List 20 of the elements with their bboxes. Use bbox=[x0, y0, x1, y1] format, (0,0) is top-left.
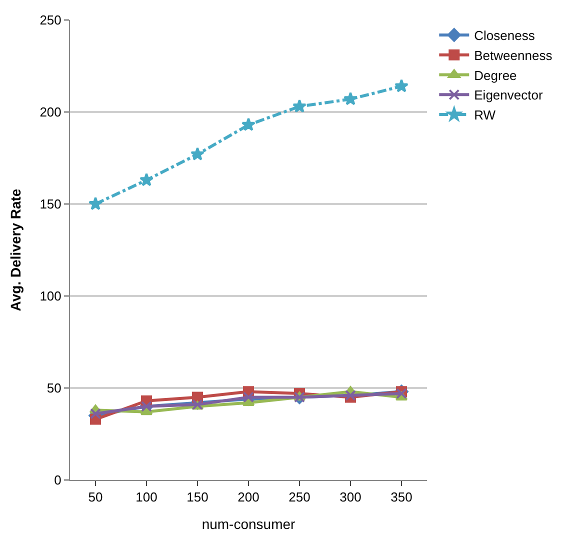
legend-label: RW bbox=[474, 108, 496, 123]
x-tick-label: 100 bbox=[136, 490, 158, 505]
legend-label: Degree bbox=[474, 68, 517, 83]
legend-label: Closeness bbox=[474, 28, 536, 44]
x-tick-label: 50 bbox=[88, 490, 103, 505]
y-tick-label: 100 bbox=[40, 288, 62, 304]
x-tick-label: 250 bbox=[288, 490, 310, 505]
x-tick-label: 350 bbox=[390, 490, 412, 505]
x-tick-label: 200 bbox=[238, 490, 260, 505]
y-tick-label: 0 bbox=[54, 472, 62, 488]
y-axis-title: Avg. Delivery Rate bbox=[7, 188, 24, 312]
y-tick-label: 150 bbox=[40, 196, 62, 212]
legend-label: Eigenvector bbox=[474, 88, 544, 103]
x-axis-title: num-consumer bbox=[202, 516, 296, 532]
y-tick-label: 50 bbox=[46, 380, 62, 396]
y-tick-label: 250 bbox=[40, 12, 62, 28]
x-tick-label: 300 bbox=[340, 490, 362, 505]
y-tick-label: 200 bbox=[40, 104, 62, 120]
legend-label: Betweenness bbox=[474, 48, 553, 63]
x-tick-label: 150 bbox=[186, 490, 208, 505]
